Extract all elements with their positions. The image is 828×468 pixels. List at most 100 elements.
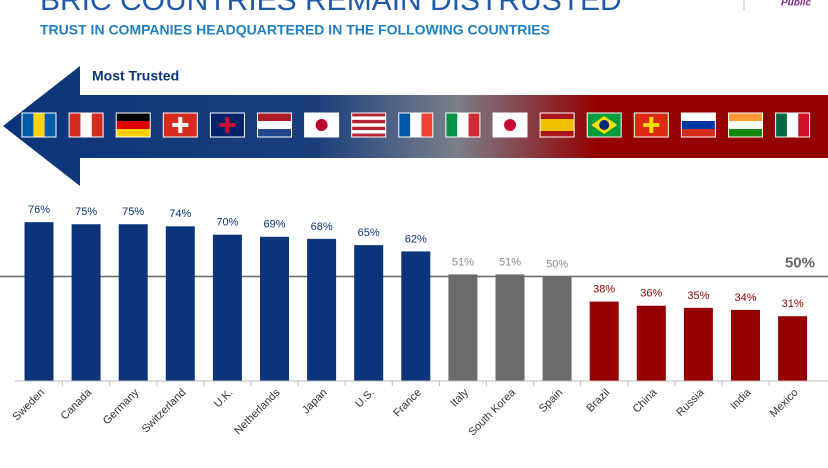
flag-stripe [540,119,575,126]
flag-stripe [681,113,716,122]
flag-border [633,112,669,138]
flag-stripe [728,121,763,130]
data-label: 76% [28,204,50,216]
flag-border [398,112,434,138]
x-tick-label: China [631,386,660,415]
data-label: 38% [593,283,615,295]
flag-stripe [80,113,93,137]
x-tick-label: U.S. [353,387,377,411]
bar [260,236,289,381]
flag-stripe [421,113,434,137]
annotation-bg [80,62,190,94]
flag-stripe [351,116,386,121]
flag-stripe [116,121,151,130]
flag-border [680,112,716,138]
data-label: 75% [122,206,144,218]
x-tick-label: France [391,387,424,420]
x-tick-label: Brazil [584,387,612,415]
x-tick-label: Italy [448,386,471,409]
data-label: 62% [405,233,427,245]
data-label: 51% [452,256,474,268]
flag-stripe [728,113,763,122]
x-tick-label: Germany [101,386,142,427]
flag-stripe [257,113,292,122]
flag-border [209,112,245,138]
flag-cross [219,123,236,127]
flag-stripe [681,121,716,130]
x-tick-label: Sweden [11,387,48,424]
flag-stripe [116,113,151,122]
chart-subtitle: TRUST IN COMPANIES HEADQUARTERED IN THE … [40,22,550,38]
chart-title: BRIC COUNTRIES REMAIN DISTRUSTED [40,0,622,17]
flag-border [351,112,387,138]
flag-border [728,112,763,138]
x-tick-label: Switzerland [140,387,189,436]
flag-stripe [116,129,151,138]
x-tick-label: U.K. [212,387,236,411]
flag-stripe [445,113,458,137]
flag-stripe [44,113,57,137]
flag-stripe [728,129,763,138]
flag-stripe [69,113,81,137]
flag-border [115,112,151,138]
x-tick-label: Canada [58,386,94,422]
data-label: 50% [546,258,568,270]
data-label: 69% [263,219,285,231]
flag-border [445,112,481,138]
flag-border [586,112,622,138]
data-label: 70% [216,217,238,229]
bar [683,307,713,381]
logo: Public [781,0,811,9]
flag-stripe [91,113,104,137]
bar [354,245,384,381]
bar [71,224,101,381]
bar [24,222,54,381]
flag-stripe [33,113,45,137]
data-label: 35% [687,290,709,302]
bar [448,274,478,381]
x-tick-label: Japan [300,387,330,417]
data-label: 74% [169,208,191,220]
bar [636,305,666,381]
bar [118,224,148,381]
flag-stripe [351,119,386,124]
data-label: 36% [640,288,662,300]
annotation: Most Trusted [92,68,179,84]
reference-label: 50% [785,254,815,271]
bar [307,238,337,381]
flag-border [492,112,528,138]
bar [589,301,619,381]
flag-stripe [457,113,469,137]
flag-stripe [786,113,799,137]
flag-stripe [351,133,386,138]
flag-stripe [775,113,788,137]
flag-stripe [540,113,575,120]
flag-cross [643,123,660,127]
flag-stripe [351,130,386,134]
flag-border [21,112,57,138]
flag-border [162,112,198,138]
flag-border [539,112,575,138]
bar [212,234,242,381]
flag-stripe [22,113,34,137]
flag-cross [172,123,189,127]
flag-stripe [540,131,575,138]
bar [731,309,760,381]
flags [21,112,811,138]
flag-border [304,112,340,138]
bar [401,251,431,381]
flag-stripe [540,125,575,132]
flag-stripe [798,113,810,137]
flag-border [257,112,292,138]
flag-disc [315,119,328,131]
x-tick-label: Russia [674,386,707,419]
x-tick-label: Spain [537,387,565,415]
flag-border [775,112,811,138]
flag-stripe [257,129,292,138]
bar [495,274,525,381]
flag-disc [504,119,516,131]
data-label: 65% [358,227,380,239]
flag-stripe [351,123,386,128]
flag-stripe [410,113,422,137]
